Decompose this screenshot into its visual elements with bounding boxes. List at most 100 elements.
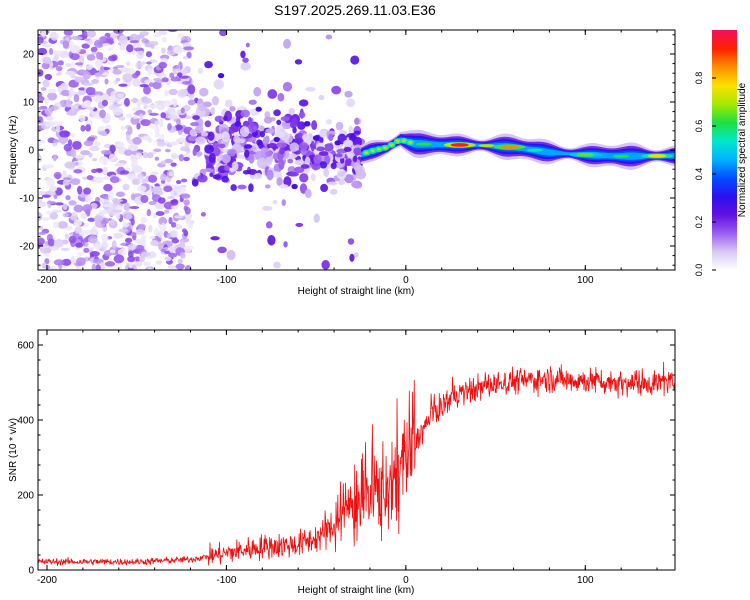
noise-blob: [109, 176, 120, 184]
noise-blob: [42, 56, 52, 64]
scatter-blob: [242, 120, 250, 128]
noise-blob: [115, 191, 125, 197]
noise-blob: [100, 93, 110, 102]
scatter-blob: [348, 125, 354, 135]
scatter-blob: [239, 126, 250, 138]
scatter-blob: [243, 144, 253, 149]
noise-blob: [160, 160, 167, 166]
scatter-blob: [288, 165, 296, 173]
scatter-blob: [319, 161, 328, 169]
noise-blob: [93, 39, 104, 49]
noise-blob: [41, 30, 47, 37]
scatter-blob: [288, 172, 300, 177]
noise-blob: [73, 169, 83, 174]
scatter-blob: [352, 136, 363, 147]
scatter-blob: [212, 96, 219, 106]
scatter-blob: [199, 87, 209, 97]
noise-blob: [143, 98, 153, 104]
noise-blob: [146, 61, 152, 65]
noise-blob: [113, 254, 125, 264]
noise-blob: [81, 30, 89, 39]
noise-blob: [65, 62, 72, 67]
scatter-blob: [248, 153, 255, 164]
noise-blob: [52, 139, 60, 144]
noise-blob: [48, 48, 54, 55]
noise-blob: [103, 183, 113, 192]
noise-blob: [38, 197, 43, 204]
carrier-bead-core: [376, 147, 381, 151]
scatter-blob: [267, 89, 278, 99]
scatter-blob: [234, 121, 242, 127]
scatter-blob: [280, 116, 290, 122]
scatter-blob: [291, 117, 299, 128]
noise-blob: [161, 47, 166, 54]
y-tick-label: -10: [20, 194, 35, 205]
noise-blob: [157, 197, 166, 204]
carrier-bead-core: [408, 141, 413, 144]
noise-blob: [77, 185, 83, 195]
noise-blob: [122, 73, 133, 83]
noise-blob: [147, 109, 153, 114]
noise-blob: [80, 150, 91, 156]
noise-blob: [180, 107, 185, 114]
scatter-blob: [221, 131, 231, 143]
noise-blob: [143, 85, 151, 95]
scatter-blob: [283, 136, 289, 143]
snr-plot-area: [38, 330, 675, 570]
noise-blob: [149, 125, 160, 129]
noise-blob: [148, 200, 157, 206]
scatter-blob: [196, 151, 203, 157]
noise-blob: [53, 221, 59, 229]
carrier-hotspot-core: [648, 154, 667, 158]
scatter-blob: [292, 126, 297, 134]
noise-blob: [137, 99, 142, 108]
scatter-blob: [229, 150, 236, 157]
noise-blob: [168, 216, 173, 225]
noise-blob: [178, 136, 186, 143]
noise-blob: [91, 225, 98, 235]
noise-blob: [112, 69, 122, 75]
colorbar-label: Normalized spectral amplitude: [737, 82, 748, 217]
carrier-segment: [415, 142, 432, 146]
noise-blob: [111, 240, 117, 250]
noise-blob: [112, 66, 118, 70]
noise-blob: [176, 119, 181, 126]
noise-blob: [46, 200, 57, 205]
noise-blob: [87, 235, 98, 244]
scatter-hotspot: [273, 136, 280, 143]
colorbar-tick-label: 0.4: [694, 168, 704, 181]
noise-blob: [143, 105, 148, 109]
scatter-blob: [200, 131, 209, 137]
noise-blob: [55, 65, 63, 72]
scatter-blob: [189, 129, 197, 137]
carrier-bead-core: [364, 151, 369, 155]
noise-blob: [140, 216, 147, 224]
noise-blob: [164, 89, 169, 97]
noise-blob: [59, 130, 70, 138]
carrier-track: [360, 129, 675, 170]
noise-blob: [120, 67, 129, 73]
noise-blob: [74, 76, 85, 83]
noise-blob: [100, 209, 108, 214]
scatter-blob: [217, 246, 227, 254]
noise-blob: [57, 60, 64, 66]
scatter-blob: [223, 115, 228, 121]
scatter-blob: [298, 99, 309, 107]
noise-blob: [158, 118, 164, 128]
scatter-blob: [265, 128, 276, 134]
scatter-blob: [310, 140, 315, 152]
noise-blob: [70, 133, 76, 138]
noise-blob: [167, 107, 174, 115]
scatter-blob: [256, 139, 263, 146]
scatter-blob: [281, 199, 286, 206]
noise-blob: [151, 186, 163, 194]
noise-blob: [104, 78, 109, 85]
noise-blob: [86, 30, 97, 38]
noise-blob: [146, 104, 156, 108]
x-tick-label: 100: [577, 575, 594, 586]
noise-blob: [50, 265, 57, 270]
scatter-blob: [230, 184, 237, 192]
scatter-blob: [240, 62, 251, 71]
noise-blob: [115, 77, 121, 82]
noise-blob: [68, 235, 77, 244]
